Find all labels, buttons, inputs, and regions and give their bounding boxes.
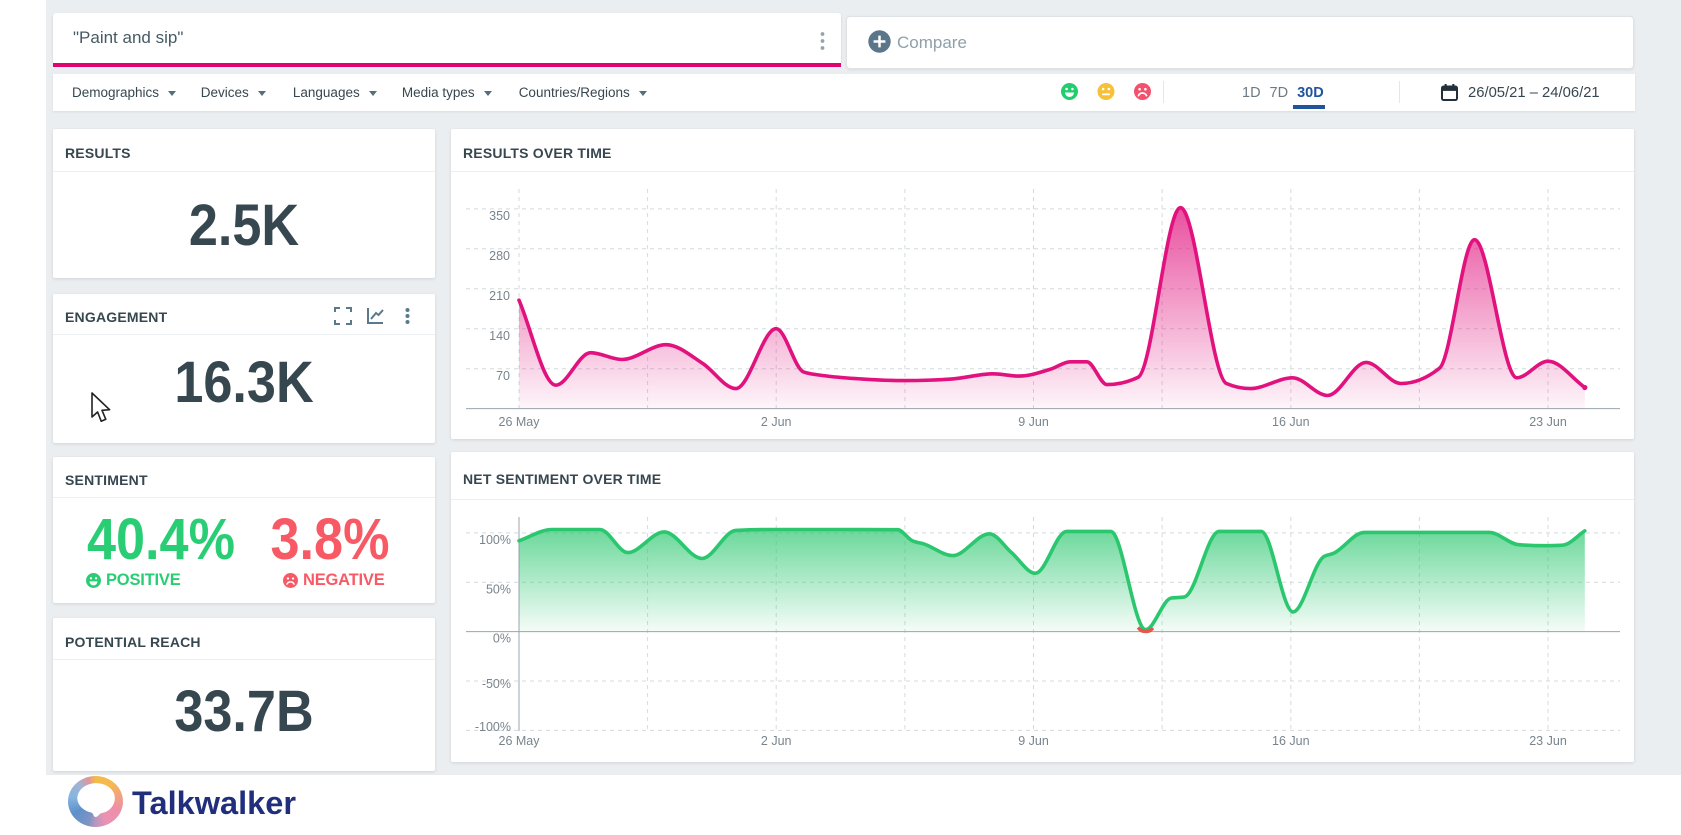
svg-text:350: 350	[489, 209, 510, 223]
svg-text:23 Jun: 23 Jun	[1529, 415, 1567, 429]
svg-text:9 Jun: 9 Jun	[1018, 734, 1049, 748]
svg-text:50%: 50%	[486, 582, 511, 596]
svg-text:280: 280	[489, 249, 510, 263]
svg-text:2 Jun: 2 Jun	[761, 415, 792, 429]
svg-text:70: 70	[496, 369, 510, 383]
svg-text:16 Jun: 16 Jun	[1272, 734, 1310, 748]
svg-text:-100%: -100%	[475, 720, 511, 734]
svg-text:16 Jun: 16 Jun	[1272, 415, 1310, 429]
svg-text:9 Jun: 9 Jun	[1018, 415, 1049, 429]
svg-text:210: 210	[489, 289, 510, 303]
svg-text:26 May: 26 May	[499, 415, 541, 429]
svg-text:23 Jun: 23 Jun	[1529, 734, 1567, 748]
svg-text:100%: 100%	[479, 533, 511, 547]
svg-text:Talkwalker: Talkwalker	[132, 786, 296, 818]
svg-text:26 May: 26 May	[499, 734, 541, 748]
svg-text:2 Jun: 2 Jun	[761, 734, 792, 748]
svg-text:140: 140	[489, 329, 510, 343]
svg-text:0%: 0%	[493, 631, 511, 645]
svg-text:-50%: -50%	[482, 677, 511, 691]
